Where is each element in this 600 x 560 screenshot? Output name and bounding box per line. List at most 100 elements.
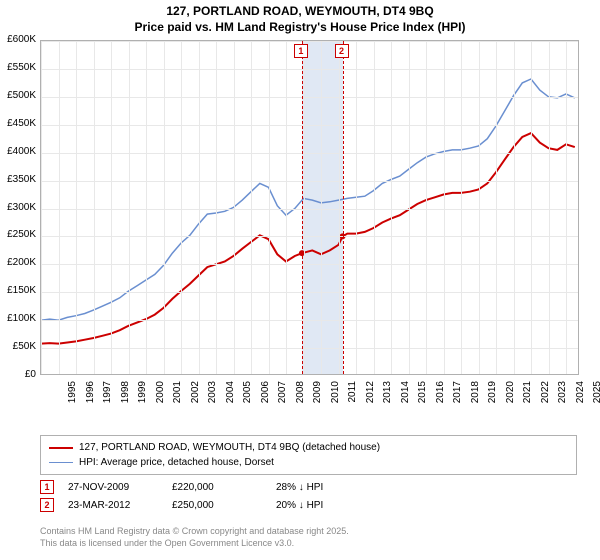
transaction-date: 27-NOV-2009 (68, 482, 158, 493)
x-tick-label: 2005 (242, 381, 253, 411)
gridline-v (234, 41, 235, 374)
gridline-v (129, 41, 130, 374)
y-tick-label: £600K (0, 34, 36, 45)
transaction-delta: 20% ↓ HPI (276, 500, 366, 511)
y-tick-label: £250K (0, 229, 36, 240)
x-tick-label: 2011 (347, 381, 358, 411)
gridline-v (409, 41, 410, 374)
gridline-v (531, 41, 532, 374)
gridline-v (391, 41, 392, 374)
gridline-v (304, 41, 305, 374)
highlight-border (302, 41, 303, 374)
gridline-v (339, 41, 340, 374)
gridline-v (356, 41, 357, 374)
gridline-v (479, 41, 480, 374)
y-tick-label: £100K (0, 313, 36, 324)
title-line-1: 127, PORTLAND ROAD, WEYMOUTH, DT4 9BQ (0, 4, 600, 20)
y-tick-label: £150K (0, 285, 36, 296)
gridline-v (181, 41, 182, 374)
transaction-row: 2 23-MAR-2012 £250,000 20% ↓ HPI (40, 496, 366, 514)
x-tick-label: 2022 (540, 381, 551, 411)
y-tick-label: £200K (0, 257, 36, 268)
gridline-v (566, 41, 567, 374)
y-tick-label: £450K (0, 118, 36, 129)
gridline-v (496, 41, 497, 374)
x-tick-label: 2021 (522, 381, 533, 411)
gridline-v (286, 41, 287, 374)
transaction-delta: 28% ↓ HPI (276, 482, 366, 493)
y-tick-label: £300K (0, 202, 36, 213)
x-tick-label: 1999 (137, 381, 148, 411)
attribution-line-2: This data is licensed under the Open Gov… (40, 538, 349, 550)
gridline-v (216, 41, 217, 374)
x-tick-label: 2008 (295, 381, 306, 411)
gridline-v (374, 41, 375, 374)
x-tick-label: 2025 (592, 381, 600, 411)
legend-row: HPI: Average price, detached house, Dors… (49, 455, 568, 470)
attribution: Contains HM Land Registry data © Crown c… (40, 526, 349, 549)
x-tick-label: 1996 (85, 381, 96, 411)
gridline-v (321, 41, 322, 374)
title-line-2: Price paid vs. HM Land Registry's House … (0, 20, 600, 36)
x-tick-label: 2003 (207, 381, 218, 411)
y-tick-label: £400K (0, 146, 36, 157)
gridline-h (41, 125, 578, 126)
gridline-v (444, 41, 445, 374)
legend-swatch (49, 462, 73, 463)
x-tick-label: 2007 (277, 381, 288, 411)
gridline-v (146, 41, 147, 374)
transaction-row: 1 27-NOV-2009 £220,000 28% ↓ HPI (40, 478, 366, 496)
x-tick-label: 1998 (120, 381, 131, 411)
y-tick-label: £550K (0, 62, 36, 73)
gridline-h (41, 69, 578, 70)
gridline-v (549, 41, 550, 374)
transaction-marker: 2 (40, 498, 54, 512)
transaction-marker: 1 (40, 480, 54, 494)
gridline-h (41, 292, 578, 293)
transaction-price: £220,000 (172, 482, 262, 493)
x-tick-label: 2016 (435, 381, 446, 411)
chart-container: 127, PORTLAND ROAD, WEYMOUTH, DT4 9BQ Pr… (0, 0, 600, 560)
y-tick-label: £500K (0, 90, 36, 101)
highlight-border (343, 41, 344, 374)
transactions-table: 1 27-NOV-2009 £220,000 28% ↓ HPI 2 23-MAR-201… (40, 478, 366, 514)
x-tick-label: 2010 (330, 381, 341, 411)
gridline-v (426, 41, 427, 374)
gridline-v (251, 41, 252, 374)
x-tick-label: 1997 (102, 381, 113, 411)
x-tick-label: 2018 (470, 381, 481, 411)
legend-label: 127, PORTLAND ROAD, WEYMOUTH, DT4 9BQ (d… (79, 440, 380, 455)
x-tick-label: 2019 (487, 381, 498, 411)
x-tick-label: 2014 (400, 381, 411, 411)
gridline-v (59, 41, 60, 374)
y-tick-label: £50K (0, 341, 36, 352)
chart-title-block: 127, PORTLAND ROAD, WEYMOUTH, DT4 9BQ Pr… (0, 0, 600, 35)
marker-label-top: 1 (294, 44, 308, 58)
x-tick-label: 2002 (190, 381, 201, 411)
gridline-v (41, 41, 42, 374)
legend-box: 127, PORTLAND ROAD, WEYMOUTH, DT4 9BQ (d… (40, 435, 577, 475)
gridline-h (41, 236, 578, 237)
x-tick-label: 2024 (575, 381, 586, 411)
transaction-date: 23-MAR-2012 (68, 500, 158, 511)
transaction-price: £250,000 (172, 500, 262, 511)
gridline-h (41, 181, 578, 182)
x-tick-label: 2023 (557, 381, 568, 411)
plot-area (40, 40, 579, 375)
gridline-v (94, 41, 95, 374)
x-tick-label: 2013 (382, 381, 393, 411)
gridline-v (199, 41, 200, 374)
gridline-h (41, 153, 578, 154)
x-tick-label: 1995 (67, 381, 78, 411)
x-tick-label: 2006 (260, 381, 271, 411)
gridline-v (514, 41, 515, 374)
series-hpi (41, 79, 575, 320)
gridline-h (41, 320, 578, 321)
gridline-v (461, 41, 462, 374)
x-tick-label: 2009 (312, 381, 323, 411)
x-tick-label: 2000 (155, 381, 166, 411)
y-tick-label: £350K (0, 174, 36, 185)
marker-label-top: 2 (335, 44, 349, 58)
gridline-v (111, 41, 112, 374)
gridline-h (41, 97, 578, 98)
